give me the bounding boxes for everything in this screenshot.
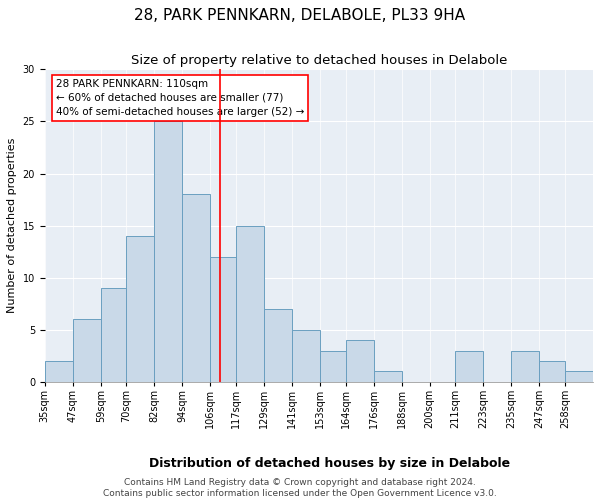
Bar [73, 320, 101, 382]
Bar [101, 288, 127, 382]
Bar [154, 122, 182, 382]
Bar [182, 194, 211, 382]
Text: Contains HM Land Registry data © Crown copyright and database right 2024.
Contai: Contains HM Land Registry data © Crown c… [103, 478, 497, 498]
Bar [211, 257, 236, 382]
Bar [320, 350, 346, 382]
Bar [511, 350, 539, 382]
Text: 28, PARK PENNKARN, DELABOLE, PL33 9HA: 28, PARK PENNKARN, DELABOLE, PL33 9HA [134, 8, 466, 22]
Bar [539, 361, 565, 382]
Bar [346, 340, 374, 382]
Text: 28 PARK PENNKARN: 110sqm
← 60% of detached houses are smaller (77)
40% of semi-d: 28 PARK PENNKARN: 110sqm ← 60% of detach… [56, 79, 304, 117]
Bar [127, 236, 154, 382]
Text: Distribution of detached houses by size in Delabole: Distribution of detached houses by size … [149, 458, 511, 470]
Bar [236, 226, 264, 382]
Bar [292, 330, 320, 382]
Bar [374, 372, 402, 382]
Bar [45, 361, 73, 382]
Bar [264, 309, 292, 382]
Title: Size of property relative to detached houses in Delabole: Size of property relative to detached ho… [131, 54, 507, 67]
Bar [455, 350, 484, 382]
Bar [565, 372, 593, 382]
Y-axis label: Number of detached properties: Number of detached properties [7, 138, 17, 314]
